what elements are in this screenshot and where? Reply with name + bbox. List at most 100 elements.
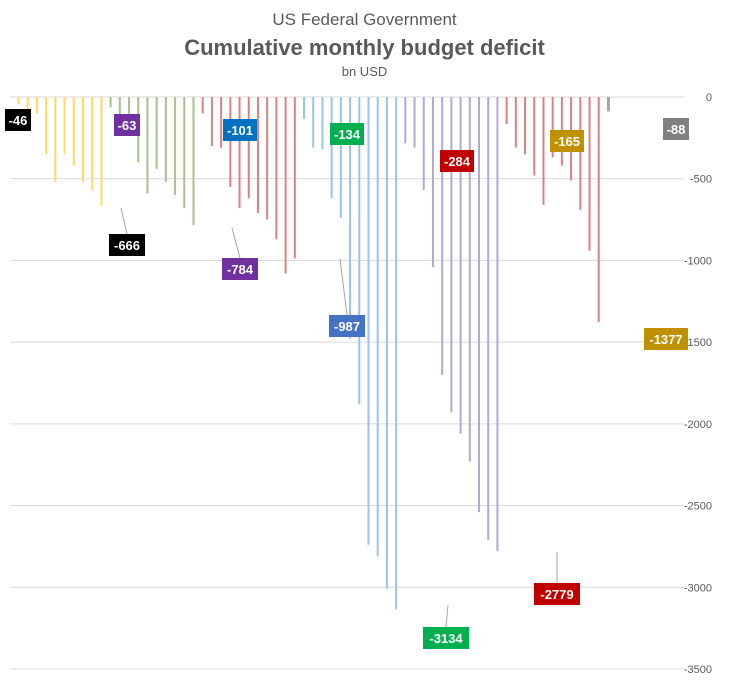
bar-2020-1 [404,97,407,144]
data-label-box [223,119,257,141]
data-label-box [423,627,469,649]
bar-2020-7 [459,97,462,434]
data-label: -987 [334,319,360,334]
bar-2016-6 [63,97,66,155]
bar-2019-11 [395,97,398,610]
bar-2016-1 [17,97,20,105]
bar-2020-5 [441,97,444,375]
y-tick-label: -1000 [684,255,712,267]
bar-2016-4 [45,97,48,155]
chart-title: US Federal Government [272,10,457,29]
bar-2022-1 [606,97,610,112]
bar-2016-5 [54,97,57,182]
bar-2018-6 [247,97,250,199]
bar-2019-9 [376,97,379,557]
bar-2021-10 [588,97,591,251]
bar-2019-7 [358,97,361,405]
y-tick-label: 0 [706,92,712,104]
bar-2019-8 [367,97,370,545]
bar-2020-10 [487,97,490,540]
bar-2020-6 [450,97,453,413]
bar-2019-2 [312,97,315,148]
label-leader-line [231,227,241,259]
bar-2018-10 [284,97,287,274]
y-tick-label: -500 [690,174,712,186]
bar-2019-3 [321,97,324,150]
bar-2018-8 [266,97,269,220]
bar-2018-2 [210,97,213,147]
bar-2016-7 [72,97,75,166]
bar-2020-9 [478,97,480,513]
bar-2021-6 [551,97,554,158]
bar-2016-10 [100,97,103,206]
bar-2017-1 [109,97,112,108]
y-tick-label: -2000 [684,419,712,431]
bar-2020-3 [422,97,425,191]
bar-2018-3 [220,97,223,148]
bar-2017-2 [118,97,121,130]
data-label-box [644,328,688,350]
bar-2016-9 [91,97,94,191]
data-label: -666 [114,238,140,253]
bar-2017-6 [155,97,158,169]
bar-2021-2 [514,97,517,148]
data-label-box [109,234,145,256]
bar-2021-11 [597,97,600,323]
bar-2016-3 [35,97,38,114]
bar-2017-3 [128,97,131,122]
data-label: -134 [334,127,361,142]
data-label-box [114,114,140,136]
bar-2021-3 [524,97,527,155]
bar-2021-5 [542,97,545,205]
data-label-box [330,123,364,145]
bar-2021-1 [505,97,508,124]
bar-2017-9 [183,97,186,209]
data-label-box [222,258,258,280]
data-label-box [329,315,365,337]
label-leader-line [120,207,128,235]
bar-2020-11 [496,97,499,552]
bar-2020-2 [413,97,416,148]
data-label-box [5,109,31,131]
y-tick-label: -1500 [684,337,712,349]
label-leader-line [445,604,449,628]
data-label: -3134 [429,631,463,646]
bar-2019-5 [339,97,342,218]
bar-2021-4 [533,97,536,176]
bar-2018-1 [201,97,204,114]
data-label: -46 [9,113,28,128]
data-label: -2779 [540,587,573,602]
data-label: -101 [227,123,253,138]
bar-2018-5 [238,97,241,209]
bar-2021-9 [579,97,582,210]
data-label: -165 [554,134,580,149]
bar-2018-7 [256,97,259,214]
chart-subtitle: Cumulative monthly budget deficit [184,35,545,60]
bar-2018-9 [275,97,278,240]
bar-2018-11 [293,97,296,259]
data-label: -784 [227,262,254,277]
bar-2019-1 [303,97,306,119]
bar-2016-8 [81,97,84,182]
bar-2019-6 [349,97,352,339]
bar-2017-7 [164,97,167,182]
data-label-box [440,150,474,172]
unit-label: bn USD [341,64,388,79]
bar-2017-8 [174,97,177,196]
y-tick-label: -3000 [684,582,712,594]
y-tick-label: -2500 [684,501,712,513]
data-label-box [534,583,580,605]
bar-2019-10 [385,97,388,589]
data-label-box [663,118,689,140]
bar-2020-4 [431,97,434,267]
label-leader-line [339,258,348,316]
y-tick-label: -3500 [684,664,712,676]
data-label: -1377 [649,332,682,347]
data-label: -88 [667,122,686,137]
data-label: -284 [444,154,471,169]
bar-2017-5 [146,97,149,194]
data-label: -63 [118,118,137,133]
data-label-box [550,130,584,152]
bar-2017-10 [192,97,195,226]
